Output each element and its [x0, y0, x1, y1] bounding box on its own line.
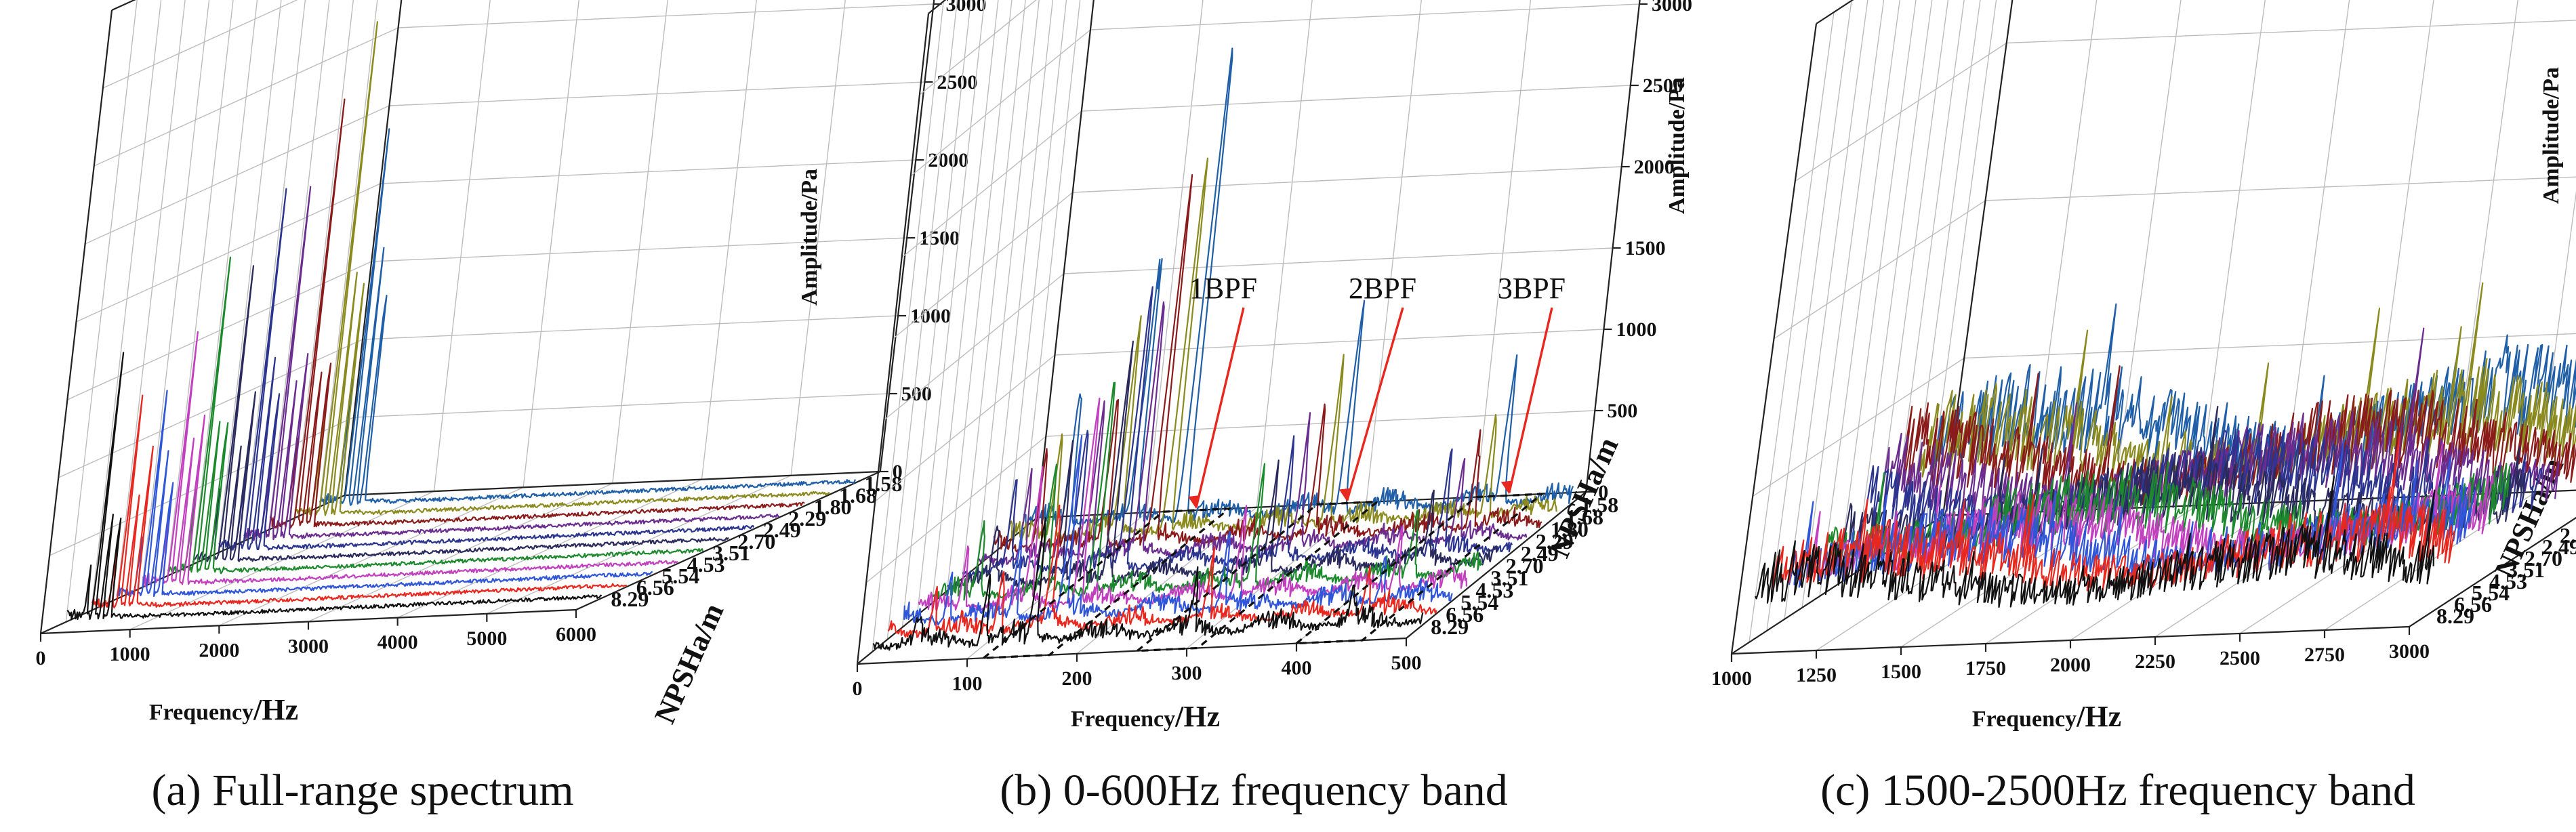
series-line-2-49 — [220, 189, 754, 551]
x-axis-label-unit: /Hz — [253, 693, 298, 726]
series-line-1-68 — [295, 22, 830, 515]
gridline-z — [1986, 173, 2576, 201]
x-tick-label: 1500 — [1881, 661, 1921, 683]
x-tick-label: 2000 — [199, 639, 239, 661]
x-tick-label: 6000 — [556, 623, 596, 646]
x-axis-label-unit: /Hz — [1174, 700, 1220, 733]
gridline-x-wall — [613, 0, 684, 484]
x-axis-label-unit: /Hz — [2076, 700, 2121, 733]
series-label: 8.29 — [2436, 604, 2474, 628]
x-tick-label: 2500 — [2220, 647, 2260, 669]
gridline-side — [319, 0, 390, 507]
gridline-x-wall — [345, 0, 416, 495]
x-tick-labels: 0 100 200 300 400 500 — [853, 638, 1422, 700]
bpf-arrow — [1196, 308, 1244, 507]
chart-low-frequency-band: 0 100 200 300 400 5000 500 1000 1500 2000 2500 3000… — [853, 0, 1711, 733]
x-tick-label: 1000 — [1711, 667, 1752, 690]
series-label: 8.29 — [611, 587, 649, 611]
gridline-z — [1082, 85, 1631, 111]
gridline-x-wall — [434, 0, 505, 491]
x-tick-label: 2000 — [2050, 654, 2091, 676]
x-axis-label: Frequency/Hz — [1972, 700, 2121, 733]
z-tick-label: 3000 — [946, 0, 987, 16]
bpf-arrow — [1347, 308, 1403, 501]
gridline-side — [345, 0, 416, 495]
gridline-z — [1064, 248, 1613, 274]
bpf-label: 3BPF — [1498, 272, 1566, 305]
gridline-x-wall — [1037, 0, 1108, 518]
gridline-x-wall — [523, 0, 594, 487]
x-tick-label: 500 — [1391, 652, 1422, 674]
x-tick-label: 300 — [1172, 662, 1202, 684]
z-tick-label: 500 — [1607, 400, 1637, 422]
caption-c: (c) 1500-2500Hz frequency band — [1820, 766, 2415, 815]
z-axis-label: Amplitude/Pa — [797, 169, 822, 306]
series-lines: 1.581.681.802.292.492.703.514.535.546.56… — [1755, 275, 2576, 628]
x-axis-label: Frequency/Hz — [1071, 700, 1220, 733]
gridline-z — [1073, 167, 1622, 192]
z-tick-labels: 05001000150020002500300035004000 — [1586, 0, 1710, 503]
gridline-side-z — [112, 0, 416, 10]
gridline-x-wall — [701, 0, 773, 480]
x-tick-label: 2750 — [2304, 644, 2345, 666]
gridline-x-wall — [1256, 0, 1328, 507]
back-left-edge — [345, 0, 416, 495]
x-tick-labels: 0 1000 2000 3000 4000 5000 6000 — [36, 610, 597, 669]
z-axis-label: Amplitude/Pa — [2539, 67, 2564, 204]
z-tick-label: 1500 — [1625, 237, 1666, 259]
x-axis-label-text: Frequency — [149, 700, 253, 725]
caption-b: (b) 0-600Hz frequency band — [1000, 766, 1508, 815]
x-tick-label: 4000 — [377, 631, 418, 654]
z-tick-label: 2500 — [937, 71, 977, 93]
gridline-side — [1784, 0, 1869, 619]
x-tick-label: 1250 — [1796, 664, 1837, 686]
x-tick-label: 200 — [1062, 667, 1092, 690]
gridline-x-wall — [1366, 0, 1437, 502]
z-tick-label: 3000 — [1652, 0, 1692, 16]
bpf-label: 1BPF — [1189, 272, 1257, 305]
z-axis-label: Amplitude/Pa — [1664, 77, 1690, 214]
series-label: 8.29 — [1431, 615, 1469, 639]
gridline-z — [1090, 4, 1639, 30]
series-line-1-80 — [270, 100, 804, 528]
gridline-side — [1749, 12, 1834, 642]
x-tick-label: 0 — [853, 678, 863, 700]
x-tick-label: 100 — [952, 672, 983, 694]
x-tick-label: 1000 — [110, 643, 150, 665]
z-tick-label: 2000 — [928, 149, 968, 171]
y-axis-label: NPSHa/m — [648, 598, 730, 728]
gridline-side — [1037, 0, 1108, 518]
x-tick-labels: 1000 1250 1500 1750 2000 2250 2500 2750 3000 — [1711, 627, 2430, 690]
chart-mid-frequency-band: 1000125015001750200022502500275030000204… — [1711, 0, 2576, 733]
back-left-edge — [1037, 0, 1108, 518]
x-tick-label: 400 — [1282, 657, 1312, 680]
caption-a: (a) Full-range spectrum — [151, 766, 573, 815]
x-tick-label: 3000 — [2389, 640, 2430, 663]
gridline-z — [1964, 331, 2576, 358]
bpf-label: 2BPF — [1349, 272, 1416, 305]
x-tick-label: 2250 — [2135, 650, 2175, 673]
series-line-1-58 — [320, 129, 855, 505]
z-tick-label: 1000 — [1616, 318, 1656, 341]
x-axis-label-text: Frequency — [1071, 707, 1175, 732]
series-lines: 1.581.681.802.292.492.703.514.535.546.56… — [874, 48, 1619, 650]
front-left-edge — [857, 14, 928, 664]
x-tick-label: 3000 — [288, 636, 329, 658]
x-tick-label: 0 — [36, 647, 46, 669]
x-axis-label: Frequency/Hz — [149, 693, 298, 726]
gridline-z — [2007, 16, 2576, 43]
x-axis-line — [857, 638, 1406, 664]
gridline-side — [977, 0, 1048, 566]
x-tick-label: 5000 — [466, 627, 507, 650]
x-tick-label: 1750 — [1965, 657, 2006, 680]
series-line-1-68 — [1008, 159, 1557, 540]
top-side-edge — [112, 0, 416, 10]
bpf-arrow — [1509, 308, 1552, 493]
x-axis-label-text: Frequency — [1972, 707, 2077, 732]
